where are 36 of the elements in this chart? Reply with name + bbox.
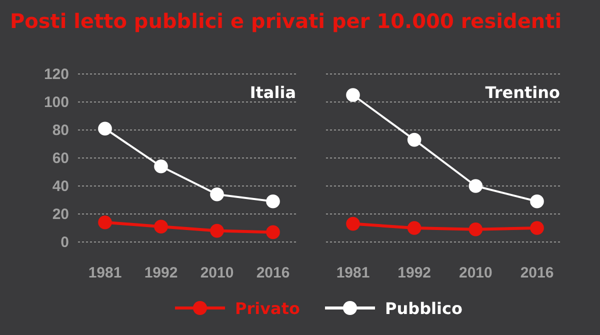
- x-tick-label: 2010: [458, 264, 492, 282]
- y-tick-label: 100: [44, 94, 69, 111]
- y-tick-label: 40: [52, 178, 69, 195]
- point: [98, 216, 112, 230]
- point: [407, 221, 422, 235]
- point: [210, 188, 224, 202]
- point: [530, 221, 544, 235]
- y-tick-label: 120: [44, 66, 69, 83]
- point: [210, 224, 224, 238]
- y-tick-label: 60: [52, 150, 69, 167]
- legend-label: Pubblico: [385, 299, 462, 318]
- text: Italia: [250, 83, 296, 102]
- x-tick-label: 2016: [256, 264, 290, 282]
- point: [154, 160, 168, 174]
- point: [98, 122, 112, 136]
- y-tick-label: 80: [52, 122, 69, 139]
- point: [266, 194, 280, 208]
- point: [468, 179, 483, 193]
- chart-title: Posti letto pubblici e privati per 10.000 residenti: [10, 9, 562, 33]
- point: [530, 194, 544, 208]
- x-tick-label: 2010: [200, 264, 234, 282]
- legend-label: Privato: [235, 299, 300, 318]
- x-tick-label: 1981: [336, 264, 370, 282]
- x-tick-label: 2016: [520, 264, 554, 282]
- x-tick-label: 1992: [144, 264, 178, 282]
- point: [468, 222, 483, 236]
- point: [346, 88, 360, 102]
- y-tick-label: 0: [60, 234, 69, 251]
- y-tick-label: 20: [52, 206, 69, 223]
- point: [154, 220, 168, 234]
- point: [266, 225, 280, 240]
- x-tick-label: 1992: [398, 264, 432, 282]
- point: [407, 132, 422, 147]
- x-tick-label: 1981: [88, 264, 122, 282]
- text: Trentino: [485, 83, 560, 102]
- point: [346, 216, 360, 231]
